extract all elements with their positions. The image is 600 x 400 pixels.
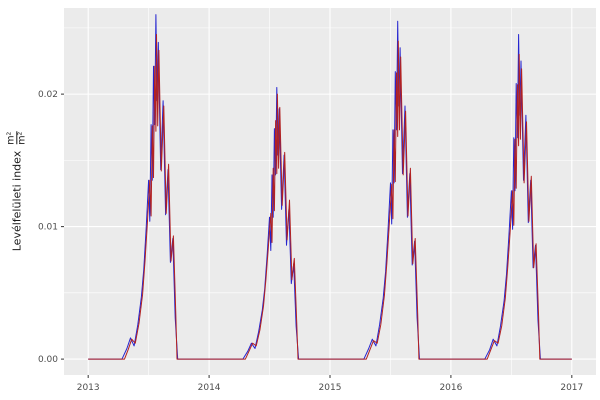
x-tick-label: 2015 xyxy=(319,383,342,393)
y-tick-label: 0.00 xyxy=(38,355,58,365)
y-tick-label: 0.02 xyxy=(38,90,58,100)
x-tick-label: 2016 xyxy=(439,383,462,393)
x-tick-label: 2014 xyxy=(198,383,221,393)
x-tick-label: 2013 xyxy=(77,383,100,393)
series-red-line xyxy=(88,34,572,360)
y-tick-label: 0.01 xyxy=(38,223,58,233)
x-tick-label: 2017 xyxy=(560,383,583,393)
